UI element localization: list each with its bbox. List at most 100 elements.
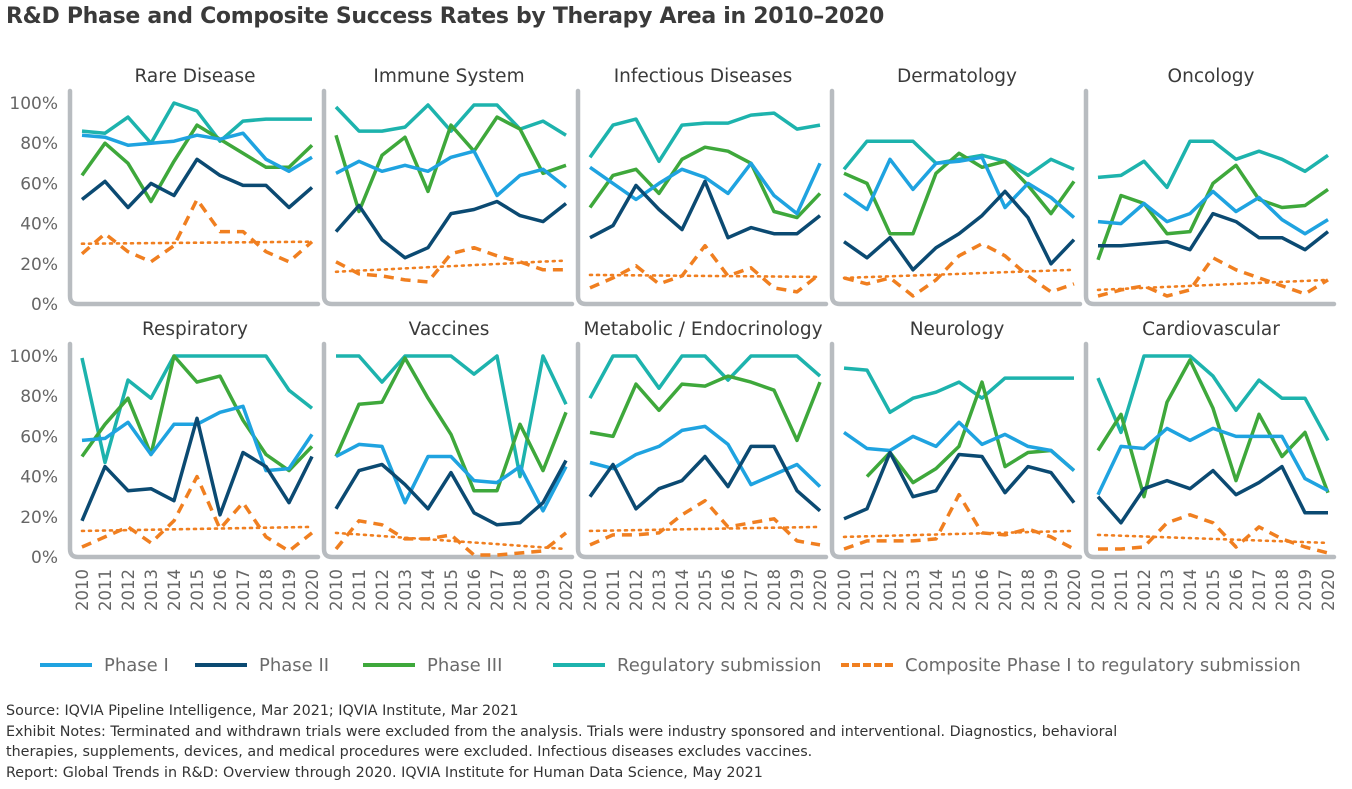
y-tick-label: 20% <box>20 255 58 275</box>
panel-axis-frame <box>67 88 321 307</box>
notes: Source: IQVIA Pipeline Intelligence, Mar… <box>6 701 1117 783</box>
x-tick-label: 2013 <box>396 569 415 611</box>
chart-title: R&D Phase and Composite Success Rates by… <box>6 4 884 29</box>
series-line-phase2 <box>80 157 314 210</box>
x-tick-label: 2017 <box>742 569 761 611</box>
x-tick-label: 2017 <box>996 569 1015 611</box>
x-tick-label: 2017 <box>1250 569 1269 611</box>
y-tick-label: 40% <box>20 215 58 235</box>
series-line-composite-trend <box>334 531 568 551</box>
x-tick-label: 2011 <box>604 569 623 611</box>
source-note: Source: IQVIA Pipeline Intelligence, Mar… <box>6 703 519 719</box>
panel-axis-frame <box>575 88 829 307</box>
panel-title: Infectious Diseases <box>614 66 793 87</box>
series-line-regulatory <box>1096 354 1330 442</box>
panel-axis-frame <box>575 341 829 560</box>
x-tick-label: 2017 <box>234 569 253 611</box>
series-line-regulatory <box>81 101 312 145</box>
y-tick-label: 80% <box>20 387 58 407</box>
series-line-phase2 <box>589 179 822 240</box>
legend-item-composite: Composite Phase I to regulatory submissi… <box>841 652 1301 678</box>
x-tick-label: 2019 <box>1042 569 1061 611</box>
y-tick-label: 60% <box>20 174 58 194</box>
series-line-phase3 <box>1096 163 1330 261</box>
y-tick-label: 100% <box>9 347 58 367</box>
legend-item-regulatory: Regulatory submission <box>553 652 821 678</box>
x-tick-label: 2011 <box>350 569 369 611</box>
x-tick-label: 2012 <box>1135 569 1154 611</box>
panel-axis-frame <box>321 88 575 307</box>
series-line-composite-trend <box>80 240 314 245</box>
series-line-phase3 <box>80 123 314 204</box>
legend-item-phase1: Phase I <box>40 652 169 678</box>
x-tick-label: 2019 <box>1296 569 1315 611</box>
panel-title: Vaccines <box>409 319 490 340</box>
series-line-phase1 <box>335 442 568 513</box>
panel-axis-frame <box>829 88 1083 307</box>
y-tick-label: 100% <box>9 94 58 114</box>
x-tick-label: 2014 <box>673 569 692 611</box>
series-line-phase2 <box>334 459 568 527</box>
legend-swatch <box>553 663 605 667</box>
y-tick-label: 80% <box>20 134 58 154</box>
x-tick-label: 2010 <box>1089 569 1108 611</box>
legend-item-phase3: Phase III <box>363 652 502 678</box>
series-line-phase3 <box>588 145 822 220</box>
x-tick-label: 2015 <box>188 569 207 611</box>
x-tick-label: 2018 <box>257 569 276 611</box>
series-line-composite-trend <box>588 273 822 279</box>
series-line-regulatory <box>588 354 822 400</box>
series-line-phase1 <box>1096 426 1329 496</box>
panel-axis-frame <box>67 341 321 560</box>
series-line-composite-trend <box>80 525 314 533</box>
series-line-phase2 <box>80 416 314 522</box>
panel-title: Respiratory <box>142 319 248 340</box>
x-tick-label: 2014 <box>165 569 184 611</box>
series-line-composite <box>843 241 1075 298</box>
series-line-composite-trend <box>588 525 822 533</box>
series-line-phase2 <box>1098 211 1330 252</box>
x-tick-label: 2013 <box>650 569 669 611</box>
small-multiples-chart: Rare Disease 0% 20% 40% 60% 80% 100% Immune Sys… <box>9 66 1338 611</box>
x-tick-label: 2018 <box>1019 569 1038 611</box>
series-line-phase1 <box>589 424 822 488</box>
x-tick-label: 2012 <box>119 569 138 611</box>
series-line-composite <box>1097 256 1329 298</box>
exhibit-note-line-2: therapies, supplements, devices, and med… <box>6 744 813 760</box>
series-line-composite <box>589 243 822 294</box>
x-tick-label: 2020 <box>1319 569 1338 611</box>
series-line-composite-trend <box>1096 278 1330 292</box>
x-tick-label: 2020 <box>811 569 830 611</box>
exhibit-note-line-1: Exhibit Notes: Terminated and withdrawn … <box>6 723 1118 740</box>
x-tick-label: 2014 <box>927 569 946 611</box>
x-tick-label: 2010 <box>581 569 600 611</box>
x-tick-label: 2012 <box>373 569 392 611</box>
panel-rare-disease: Rare Disease 0% 20% 40% 60% 80% 100% <box>9 66 321 315</box>
panel-title: Immune System <box>373 66 524 87</box>
panel-oncology: Oncology <box>1083 66 1337 307</box>
x-tick-label: 2015 <box>442 569 461 611</box>
y-tick-label: 60% <box>20 427 58 447</box>
x-tick-label: 2018 <box>1273 569 1292 611</box>
panel-axis-frame <box>829 341 1083 560</box>
panel-axis-frame <box>1083 341 1337 560</box>
panel-immune-system: Immune System <box>321 66 575 307</box>
legend: Phase I Phase II Phase III Regulatory submi… <box>40 652 1340 678</box>
series-line-regulatory <box>842 139 1075 178</box>
series-line-phase2 <box>588 444 822 513</box>
panel-title: Rare Disease <box>134 66 255 87</box>
series-line-phase1 <box>1097 189 1329 236</box>
x-tick-label: 2011 <box>96 569 115 611</box>
series-line-phase3 <box>334 115 567 214</box>
series-line-phase1 <box>842 420 1076 472</box>
series-line-regulatory <box>334 103 567 137</box>
x-tick-label: 2016 <box>973 569 992 611</box>
legend-item-phase2: Phase II <box>195 652 329 678</box>
legend-swatch <box>363 663 415 667</box>
x-tick-label: 2019 <box>788 569 807 611</box>
panel-axis-frame <box>1083 88 1337 307</box>
